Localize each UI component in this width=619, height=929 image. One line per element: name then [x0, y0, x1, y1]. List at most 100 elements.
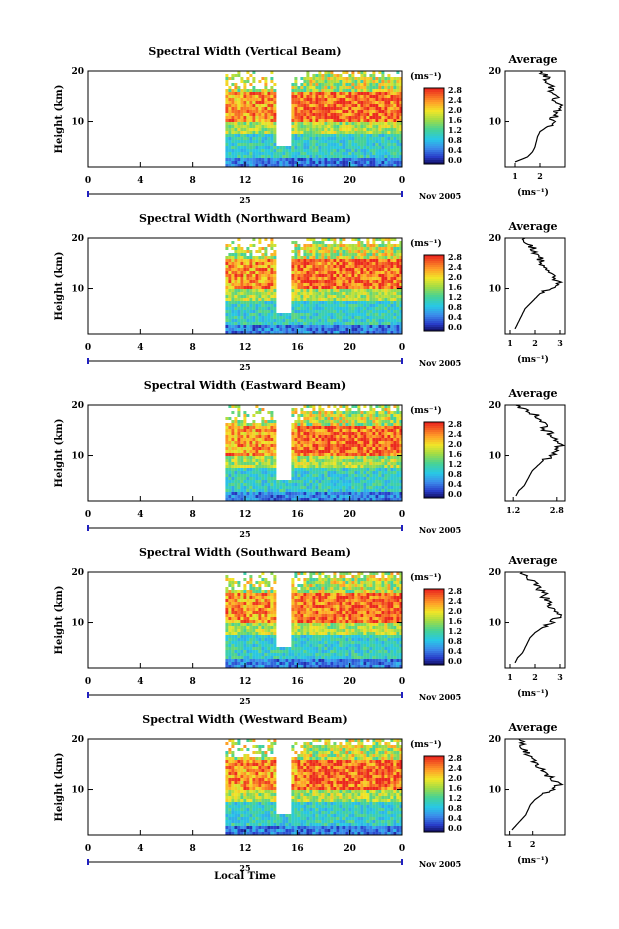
heatmap-cell — [381, 298, 385, 301]
heatmap-cell — [249, 253, 253, 256]
heatmap-cell — [273, 471, 277, 474]
heatmap-cell — [237, 259, 241, 262]
heatmap-cell — [363, 256, 367, 259]
heatmap-cell — [339, 119, 343, 122]
heatmap-cell — [360, 104, 364, 107]
heatmap-cell — [327, 438, 331, 441]
heatmap-cell — [360, 277, 364, 280]
heatmap-cell — [354, 128, 358, 131]
heatmap-cell — [252, 86, 256, 89]
heatmap-cell — [333, 247, 337, 250]
heatmap-cell — [339, 489, 343, 492]
heatmap-cell — [267, 325, 271, 328]
heatmap-cell — [387, 292, 391, 295]
x-tick-label: 20 — [343, 176, 356, 186]
heatmap-cell — [333, 107, 337, 110]
heatmap-cell — [249, 298, 253, 301]
heatmap-cell — [354, 486, 358, 489]
heatmap-cell — [252, 259, 256, 262]
heatmap-cell — [336, 161, 340, 164]
heatmap-cell — [387, 116, 391, 119]
heatmap-cell — [294, 262, 298, 265]
heatmap-cell — [330, 423, 334, 426]
heatmap-cell — [345, 420, 349, 423]
colorbar-swatch — [424, 88, 444, 91]
heatmap-cell — [369, 274, 373, 277]
heatmap-cell — [318, 298, 322, 301]
heatmap-cell — [282, 149, 286, 152]
heatmap-cell — [330, 89, 334, 92]
heatmap-cell — [234, 262, 238, 265]
heatmap-cell — [246, 480, 250, 483]
heatmap-cell — [261, 155, 265, 158]
heatmap-cell — [255, 331, 259, 334]
heatmap-cell — [327, 489, 331, 492]
heatmap-cell — [312, 495, 316, 498]
heatmap-cell — [339, 316, 343, 319]
heatmap-cell — [264, 161, 268, 164]
heatmap-cell — [324, 274, 328, 277]
heatmap-cell — [360, 495, 364, 498]
heatmap-cell — [276, 155, 280, 158]
heatmap-cell — [324, 289, 328, 292]
heatmap-cell — [297, 253, 301, 256]
heatmap-cell — [243, 280, 247, 283]
profile-x-tick-label: 2 — [537, 171, 543, 181]
heatmap-cell — [309, 131, 313, 134]
heatmap-cell — [333, 95, 337, 98]
heatmap-cell — [381, 477, 385, 480]
heatmap-cell — [267, 92, 271, 95]
colorbar-swatch — [424, 92, 444, 95]
colorbar-swatch — [424, 295, 444, 298]
heatmap-cell — [312, 107, 316, 110]
heatmap-cell — [393, 128, 397, 131]
heatmap-cell — [291, 140, 295, 143]
heatmap-cell — [315, 423, 319, 426]
heatmap-cell — [225, 107, 229, 110]
heatmap-cell — [378, 292, 382, 295]
heatmap-cell — [318, 477, 322, 480]
heatmap-cell — [240, 298, 244, 301]
heatmap-cell — [255, 113, 259, 116]
heatmap-cell — [330, 492, 334, 495]
heatmap-cell — [381, 423, 385, 426]
heatmap-cell — [333, 119, 337, 122]
heatmap-cell — [381, 480, 385, 483]
heatmap-cell — [330, 155, 334, 158]
heatmap-cell — [342, 259, 346, 262]
heatmap-cell — [366, 328, 370, 331]
heatmap-cell — [315, 417, 319, 420]
heatmap-cell — [321, 468, 325, 471]
heatmap-cell — [387, 104, 391, 107]
heatmap-cell — [267, 104, 271, 107]
heatmap-cell — [366, 441, 370, 444]
heatmap-cell — [300, 268, 304, 271]
heatmap-cell — [261, 98, 265, 101]
heatmap-cell — [363, 480, 367, 483]
heatmap-cell — [345, 110, 349, 113]
heatmap-cell — [372, 98, 376, 101]
heatmap-cell — [228, 262, 232, 265]
heatmap-cell — [330, 411, 334, 414]
heatmap-cell — [378, 283, 382, 286]
heatmap-cell — [273, 328, 277, 331]
heatmap-cell — [264, 158, 268, 161]
heatmap-cell — [396, 313, 400, 316]
heatmap-cell — [228, 86, 232, 89]
heatmap-cell — [363, 471, 367, 474]
heatmap-cell — [324, 95, 328, 98]
heatmap-cell — [312, 498, 316, 501]
heatmap-cell — [336, 450, 340, 453]
heatmap-cell — [342, 149, 346, 152]
heatmap-cell — [336, 283, 340, 286]
heatmap-cell — [360, 420, 364, 423]
heatmap-cell — [279, 149, 283, 152]
heatmap-cell — [339, 274, 343, 277]
heatmap-cell — [363, 280, 367, 283]
heatmap-cell — [378, 122, 382, 125]
heatmap-cell — [366, 259, 370, 262]
heatmap-cell — [360, 450, 364, 453]
colorbar-swatch — [424, 118, 444, 121]
heatmap-cell — [381, 328, 385, 331]
heatmap-cell — [249, 316, 253, 319]
